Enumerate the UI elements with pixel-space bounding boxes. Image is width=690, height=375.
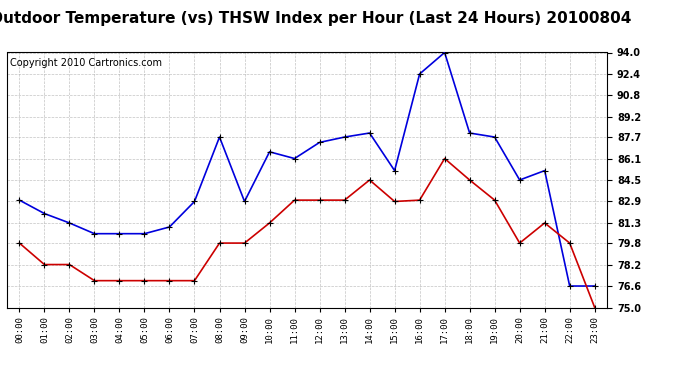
Text: Outdoor Temperature (vs) THSW Index per Hour (Last 24 Hours) 20100804: Outdoor Temperature (vs) THSW Index per … xyxy=(0,11,631,26)
Text: Copyright 2010 Cartronics.com: Copyright 2010 Cartronics.com xyxy=(10,58,162,68)
